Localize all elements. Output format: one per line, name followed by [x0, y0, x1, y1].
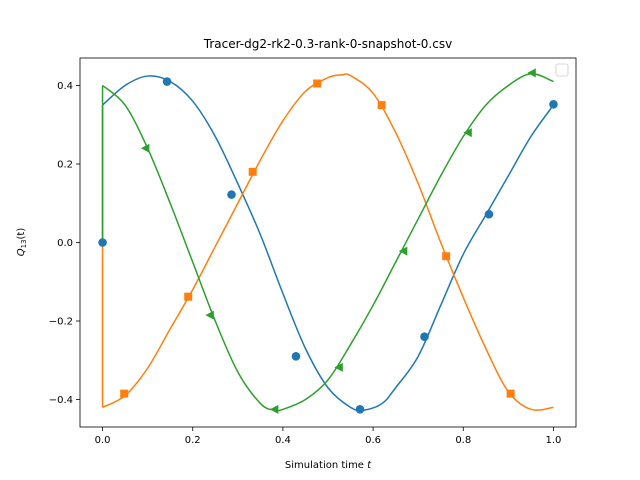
x-tick-label-4: 0.8 [455, 435, 471, 446]
y-tick-label-4: 0.4 [57, 81, 73, 92]
y-tick-label-3: 0.2 [57, 159, 73, 170]
x-tick-label-3: 0.6 [365, 435, 381, 446]
series-0-marker-6 [484, 209, 494, 219]
x-tick-label-2: 0.4 [275, 435, 291, 446]
y-tick-label-1: −0.2 [49, 317, 73, 328]
series-0-marker-5 [420, 332, 429, 342]
series-0-marker-1 [162, 77, 172, 86]
series-line-0 [102, 75, 555, 412]
series-2-marker-4 [398, 246, 408, 256]
y-tick-label-2: 0.0 [57, 238, 73, 249]
series-line-2 [102, 72, 554, 412]
series-0-marker-0 [98, 238, 107, 247]
y-axis-label: Q13(t) [16, 228, 28, 257]
series-2-marker-2 [269, 404, 279, 414]
series-1-marker-1 [184, 292, 193, 301]
series-2-marker-1 [205, 310, 214, 320]
series-1-marker-0 [120, 389, 129, 398]
x-tick-label-5: 1.0 [546, 435, 562, 446]
legend-box [555, 63, 569, 77]
series-0-marker-4 [355, 405, 365, 414]
x-tick-label-1: 0.2 [185, 435, 201, 446]
series-1-marker-3 [313, 79, 322, 88]
series-2-marker-0 [140, 143, 150, 153]
x-axis-label: Simulation time t [285, 460, 372, 471]
series-1-marker-2 [248, 167, 257, 176]
series-2-marker-3 [334, 362, 343, 372]
plot-area [98, 68, 558, 414]
series-0-marker-7 [549, 100, 558, 109]
series-0-marker-3 [291, 352, 301, 361]
series-1-marker-5 [442, 252, 451, 261]
series-1-marker-6 [506, 389, 515, 398]
series-line-1 [102, 73, 554, 411]
x-tick-label-0: 0.0 [95, 435, 111, 446]
y-tick-label-0: −0.4 [49, 395, 73, 406]
series-0-marker-2 [227, 190, 236, 199]
ticks: 0.0 0.2 0.4 0.6 0.8 1.0 −0.4 −0.2 0.0 0.2 0.4 [49, 81, 562, 446]
chart-title: Tracer-dg2-rk2-0.3-rank-0-snapshot-0.csv [203, 37, 452, 51]
legend [555, 63, 569, 77]
series-1-marker-4 [377, 101, 386, 110]
series-2-marker-5 [463, 128, 472, 138]
series-2-marker-6 [527, 68, 536, 78]
